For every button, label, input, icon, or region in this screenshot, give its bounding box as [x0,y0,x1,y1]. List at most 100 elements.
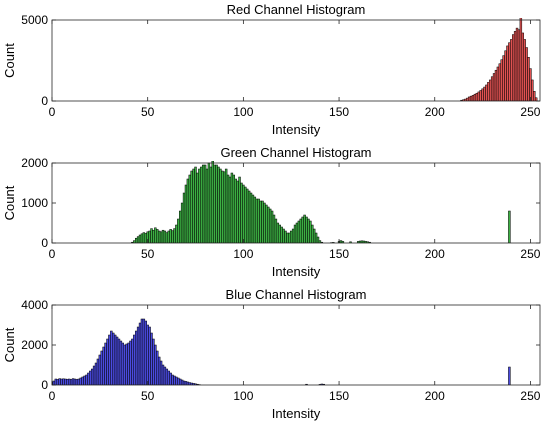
green-histogram-bar [182,192,186,243]
blue-x-tick-label: 0 [49,389,56,403]
blue-histogram-bar [179,378,182,385]
blue-x-tick-label: 50 [141,389,155,403]
red-plot-area [52,20,540,101]
blue-histogram-bar [100,350,103,385]
green-histogram-bar [142,232,146,243]
green-histogram-bar [349,241,352,243]
green-histogram-bar [211,161,214,243]
red-histogram-bar [515,27,519,101]
red-histogram-bar [533,91,536,101]
blue-histogram-bar [112,332,115,385]
green-histogram-bar [257,198,260,243]
blue-histogram-bar [58,378,61,385]
blue-histogram-bar [140,318,144,385]
blue-x-tick-label: 250 [520,389,540,403]
green-histogram-bar [194,166,197,243]
blue-histogram-bar [123,344,126,385]
blue-histogram-bar [182,380,186,385]
red-histogram-bar [467,96,471,101]
green-histogram-bar [198,168,201,243]
green-histogram-bar [242,184,245,243]
green-x-tick-label: 200 [425,247,445,261]
green-histogram-bar [244,186,247,243]
green-x-tick-label: 150 [329,247,349,261]
green-histogram-bar [134,237,138,243]
green-channel-histogram-panel: 0 50 100 150 200 250 0 1000 2000 Green Channel Hi… [2,145,541,279]
red-histogram-bar [529,68,532,101]
blue-histogram-bar [62,378,65,385]
red-channel-histogram-panel: 0 50 100 150 200 250 0 5000 Red Channel Histogra… [2,2,541,137]
green-histogram-bar [207,162,211,243]
red-histogram-bar [483,86,486,101]
red-x-tick-label: 200 [425,105,445,119]
blue-histogram-bar [180,379,184,385]
blue-histogram-bar [156,350,159,385]
green-histogram-bar [253,196,257,243]
green-histogram-bar [159,231,163,243]
blue-histogram-bar [79,377,82,385]
green-histogram-bar [305,216,308,243]
green-histogram-bar [169,229,172,243]
red-histogram-bar [517,29,521,101]
blue-histogram-bar [136,326,140,385]
blue-histogram-bar [89,370,92,385]
green-histogram-bar [173,228,176,243]
red-histogram-bar [508,42,511,101]
red-y-tick-label: 0 [41,94,48,108]
blue-histogram-bar [175,376,178,385]
blue-histogram-bar [77,378,80,385]
green-histogram-bar [188,174,191,243]
blue-y-axis-label: Count [2,327,17,362]
green-histogram-bar [255,198,258,243]
green-histogram-bar [276,222,280,243]
green-histogram-bar [184,184,188,243]
green-histogram-bar [180,202,184,243]
green-histogram-bar [284,230,287,243]
green-y-tick-label: 1000 [21,196,48,210]
green-histogram-bar [186,178,190,243]
green-histogram-bar [192,168,195,243]
green-x-tick-label: 250 [520,247,540,261]
blue-histogram-bar [102,346,105,385]
green-bars [131,161,511,243]
blue-histogram-bar [148,326,151,385]
red-histogram-bar [492,73,496,101]
blue-y-tick-label: 4000 [21,298,48,312]
blue-histogram-bar [113,334,117,385]
green-histogram-bar [282,228,285,243]
blue-histogram-bar [90,368,94,385]
green-chart-title: Green Channel Histogram [220,145,371,160]
green-histogram-bar [288,232,291,243]
blue-histogram-bar [73,378,77,385]
red-histogram-bar [498,63,502,101]
blue-histogram-bar [144,320,147,385]
blue-histogram-bar [69,379,73,385]
green-histogram-bar [278,224,281,243]
blue-histogram-bar [163,366,167,385]
green-histogram-bar [295,222,299,243]
green-histogram-bar [156,229,159,243]
green-histogram-bar [303,214,306,243]
blue-histogram-bar [125,343,128,385]
green-histogram-bar [247,190,251,243]
red-histogram-bar [469,95,473,101]
green-histogram-bar [165,232,169,243]
green-histogram-bar [318,240,322,243]
blue-histogram-bar [75,379,79,385]
green-histogram-bar [224,168,228,243]
blue-x-axis-label: Intensity [272,406,321,421]
blue-histogram-bar [60,378,63,385]
red-histogram-bar [496,66,500,101]
blue-histogram-bar [121,342,125,385]
blue-histogram-bar [104,342,107,385]
green-histogram-bar [249,192,253,243]
blue-histogram-bar [134,330,138,385]
red-bars [460,18,538,101]
green-histogram-bar [205,168,209,243]
blue-x-tick-label: 200 [425,389,445,403]
blue-histogram-bar [157,356,161,385]
red-x-tick-label: 250 [520,105,540,119]
green-histogram-bar [223,171,226,243]
green-y-axis-label: Count [2,185,17,220]
